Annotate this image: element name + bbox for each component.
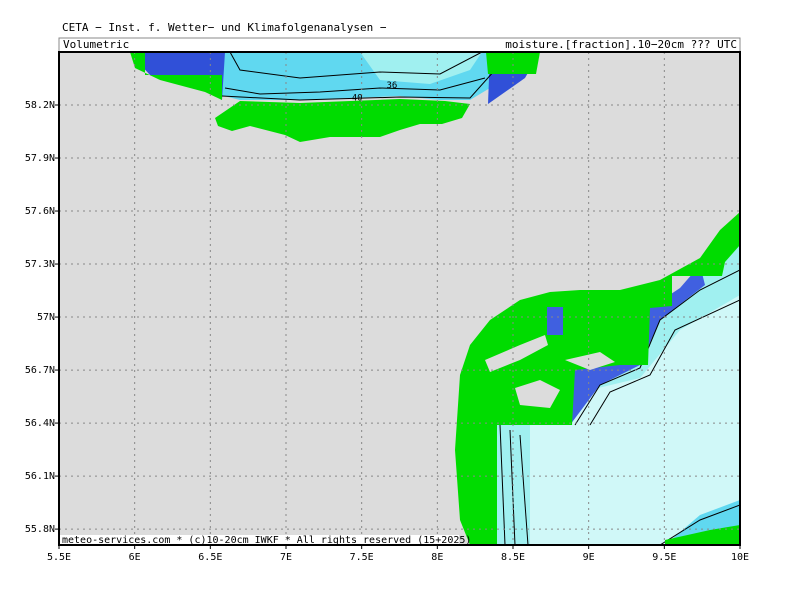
title: CETA − Inst. f. Wetter− und Klimafolgena… xyxy=(62,21,387,34)
sea-field xyxy=(547,307,563,335)
footer: meteo-services.com * (c)10-20cm IWKF * A… xyxy=(62,535,471,546)
y-tick-label: 57.6N xyxy=(25,206,55,217)
sea-field xyxy=(360,52,482,84)
x-tick-label: 7.5E xyxy=(350,552,374,563)
land xyxy=(665,525,740,545)
contour xyxy=(589,299,740,426)
contour-label: 40 xyxy=(352,93,363,103)
land xyxy=(130,52,222,100)
x-tick-label: 7E xyxy=(280,552,292,563)
map-area: meteo-services.com * (c)10-20cm IWKF * A… xyxy=(59,52,740,546)
x-tick-label: 8.5E xyxy=(501,552,525,563)
contour xyxy=(574,269,740,426)
y-tick-label: 55.8N xyxy=(25,524,55,535)
sea-field xyxy=(530,295,740,545)
x-tick-label: 10E xyxy=(731,552,749,563)
land xyxy=(215,99,470,142)
contour-label: 36 xyxy=(387,81,398,91)
y-tick-label: 57.3N xyxy=(25,259,55,270)
x-tick-label: 9E xyxy=(583,552,595,563)
contour xyxy=(224,77,486,95)
contour xyxy=(519,434,529,545)
y-tick-label: 56.1N xyxy=(25,471,55,482)
header-right: moisture.[fraction].10−20cm ??? UTC xyxy=(505,38,737,51)
land xyxy=(486,52,540,74)
contour xyxy=(499,424,506,545)
x-tick-label: 6.5E xyxy=(198,552,222,563)
land xyxy=(455,212,740,545)
x-tick-label: 8E xyxy=(431,552,443,563)
footer-bg xyxy=(59,535,459,545)
contour xyxy=(509,429,516,545)
header-left: Volumetric xyxy=(63,38,129,51)
grid xyxy=(59,52,740,545)
contour xyxy=(659,504,740,545)
y-tick-label: 56.7N xyxy=(25,365,55,376)
fjord xyxy=(485,335,615,408)
contour xyxy=(229,52,483,79)
frame xyxy=(58,51,741,546)
x-tick-label: 5.5E xyxy=(47,552,71,563)
y-tick-label: 57N xyxy=(37,312,55,323)
y-tick-label: 57.9N xyxy=(25,153,55,164)
y-tick-label: 58.2N xyxy=(25,100,55,111)
x-tick-label: 6E xyxy=(129,552,141,563)
y-tick-label: 56.4N xyxy=(25,418,55,429)
x-tick-label: 9.5E xyxy=(652,552,676,563)
